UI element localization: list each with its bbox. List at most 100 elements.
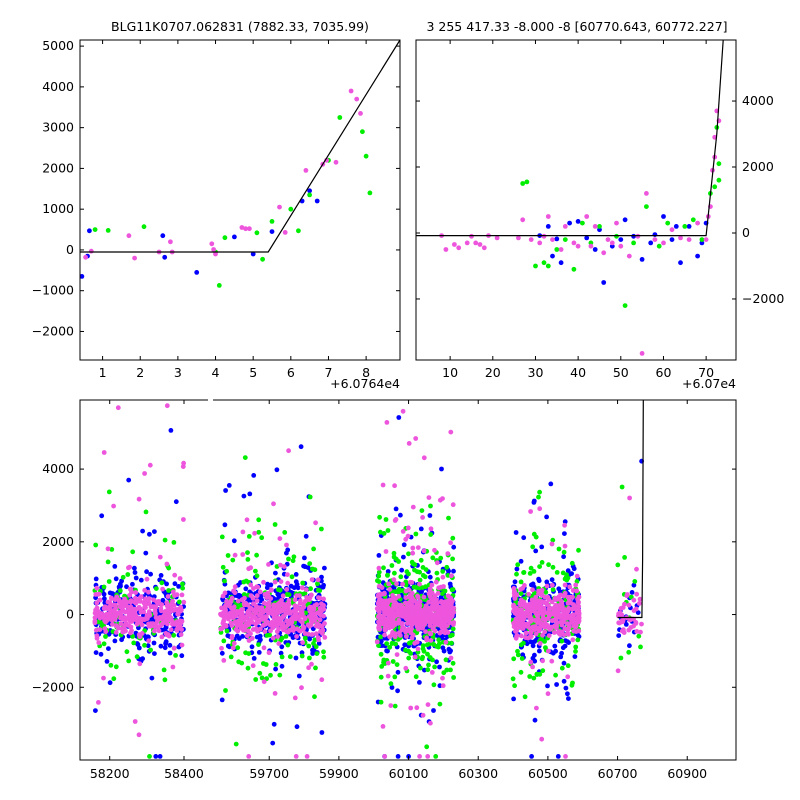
panel-b: 3 255 417.33 -8.000 -8 [60770.643, 60772… — [415, 19, 784, 391]
data-point — [358, 111, 363, 116]
data-point — [424, 635, 430, 641]
data-point — [400, 581, 405, 587]
data-point — [442, 627, 448, 633]
data-point — [554, 607, 560, 613]
data-point — [427, 623, 433, 628]
data-point — [250, 607, 256, 613]
data-point — [570, 680, 575, 686]
data-point — [354, 96, 360, 102]
data-point — [271, 615, 277, 621]
data-point — [93, 576, 99, 582]
data-point — [118, 621, 124, 627]
data-point — [601, 250, 607, 256]
data-point — [118, 613, 124, 618]
data-point — [221, 614, 227, 620]
data-point — [254, 573, 260, 579]
data-point — [246, 638, 252, 643]
data-point — [165, 594, 171, 599]
data-point — [278, 562, 283, 568]
data-point — [550, 587, 556, 592]
data-point — [514, 566, 520, 572]
data-point — [292, 597, 298, 603]
data-point — [412, 654, 418, 660]
data-point — [539, 593, 545, 598]
data-point — [519, 633, 524, 639]
x-tick-label: 60100 — [389, 766, 429, 781]
data-point — [553, 602, 559, 608]
data-point — [379, 603, 385, 608]
data-point — [240, 634, 245, 639]
data-point — [406, 441, 412, 446]
y-tick-label: 0 — [742, 225, 750, 240]
data-point — [159, 580, 165, 586]
data-point — [277, 204, 282, 210]
data-point — [294, 634, 299, 639]
data-point — [257, 613, 262, 618]
data-point — [162, 254, 168, 260]
data-point — [531, 675, 537, 681]
data-point — [561, 554, 566, 560]
data-point — [390, 620, 396, 626]
data-point — [258, 598, 264, 604]
data-point — [313, 644, 319, 650]
data-point — [690, 217, 696, 223]
data-point — [245, 628, 251, 634]
data-point — [229, 610, 234, 615]
data-point — [571, 623, 577, 629]
data-point — [98, 651, 104, 657]
data-point — [134, 599, 140, 604]
data-point — [533, 263, 538, 269]
data-point — [404, 569, 410, 575]
data-point — [544, 579, 550, 585]
data-point — [270, 625, 276, 631]
data-point — [481, 245, 487, 251]
data-point — [464, 240, 470, 246]
data-point — [421, 594, 427, 600]
data-point — [376, 598, 382, 604]
data-point — [333, 159, 339, 165]
data-point — [94, 600, 100, 606]
data-point — [180, 581, 185, 587]
data-point — [285, 547, 291, 553]
data-point — [269, 587, 274, 593]
data-point — [300, 640, 305, 645]
data-point — [527, 634, 533, 640]
data-point — [542, 629, 548, 635]
data-point — [570, 588, 576, 593]
data-point — [283, 624, 289, 630]
data-point — [252, 530, 257, 536]
data-point — [544, 583, 550, 589]
data-point — [106, 489, 112, 495]
data-point — [558, 247, 564, 252]
data-point — [575, 219, 581, 224]
data-point — [431, 600, 437, 606]
data-point — [377, 614, 383, 619]
data-point — [420, 515, 425, 520]
data-point — [162, 645, 168, 651]
data-point — [449, 632, 455, 638]
data-point — [537, 648, 542, 654]
data-point — [384, 648, 389, 654]
data-point — [95, 613, 101, 618]
data-point — [615, 668, 621, 674]
data-point — [584, 235, 590, 241]
data-point — [619, 484, 625, 490]
data-point — [288, 583, 294, 589]
data-point — [163, 639, 169, 645]
data-point — [430, 626, 436, 632]
data-point — [527, 616, 533, 621]
data-point — [530, 581, 536, 587]
data-point — [120, 574, 126, 580]
data-point — [101, 612, 106, 618]
data-point — [257, 670, 263, 676]
data-point — [156, 628, 162, 634]
data-point — [176, 584, 182, 589]
data-point — [220, 564, 226, 570]
data-point — [443, 639, 449, 645]
data-point — [300, 580, 306, 586]
data-point — [543, 645, 548, 650]
data-point — [550, 564, 556, 570]
data-point — [222, 522, 228, 528]
data-point — [444, 608, 450, 614]
data-point — [403, 665, 409, 671]
